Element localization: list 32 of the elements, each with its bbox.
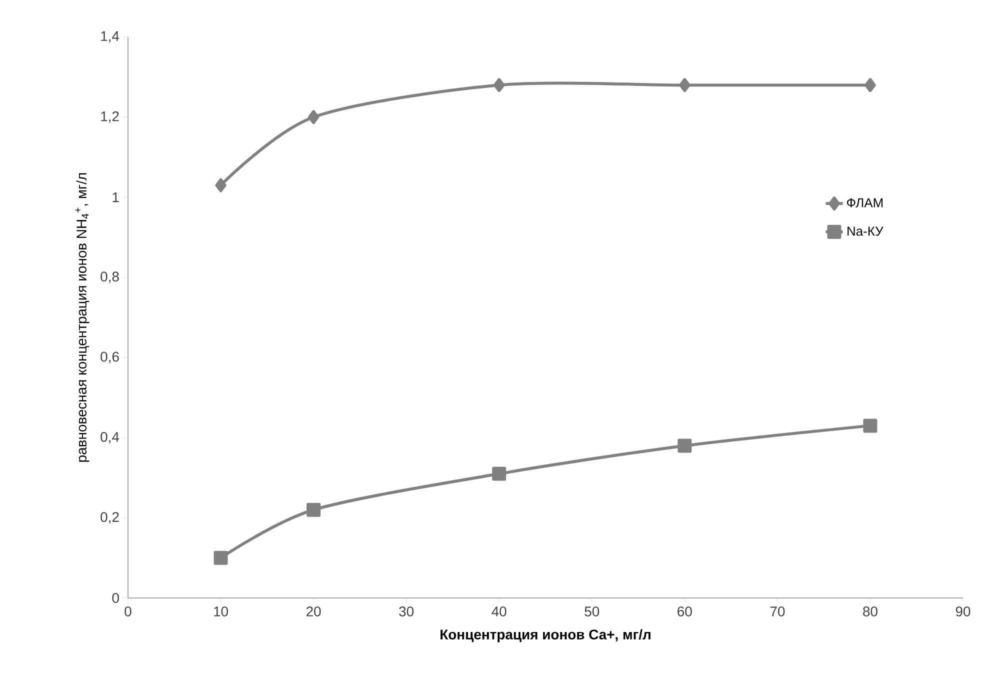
point [864, 78, 876, 92]
y-tick-label: 0,2 [100, 512, 119, 524]
point [306, 502, 321, 517]
y-tick-label: 1,2 [101, 111, 119, 123]
point [493, 78, 505, 92]
x-tick-label: 0 [124, 606, 132, 616]
x-tick-label: 20 [306, 606, 321, 616]
point [214, 550, 228, 565]
x-tick-label: 80 [863, 606, 878, 616]
x-tick-label: 60 [678, 606, 692, 616]
point [492, 466, 506, 481]
y-tick-label: 1,4 [101, 31, 120, 43]
y-tick-label: 0 [112, 593, 119, 603]
legend-label: Na-КУ [848, 226, 884, 236]
x-axis-title: Концентрация ионов Са+, мг/л [440, 629, 650, 642]
x-tick-label: 30 [399, 606, 414, 616]
point [863, 418, 878, 433]
y-axis-title: равновесная концентрация ионов NH$_{4}$$^{+}$, мг/л [76, 173, 90, 462]
x-tick-label: 50 [584, 606, 600, 616]
x-tick-label: 70 [770, 606, 785, 616]
x-tick-label: 40 [492, 606, 506, 616]
y-tick-label: 0,6 [100, 352, 119, 364]
x-tick-label: 10 [214, 606, 228, 616]
y-tick-label: 0,8 [100, 272, 119, 284]
x-tick-label: 90 [956, 606, 970, 616]
point [678, 438, 692, 453]
point [679, 78, 690, 92]
legend-label: ФЛАМ [846, 198, 883, 208]
point [308, 110, 320, 124]
point [215, 178, 226, 192]
y-tick-label: 1 [112, 192, 119, 202]
y-tick-label: 0,4 [100, 432, 120, 444]
